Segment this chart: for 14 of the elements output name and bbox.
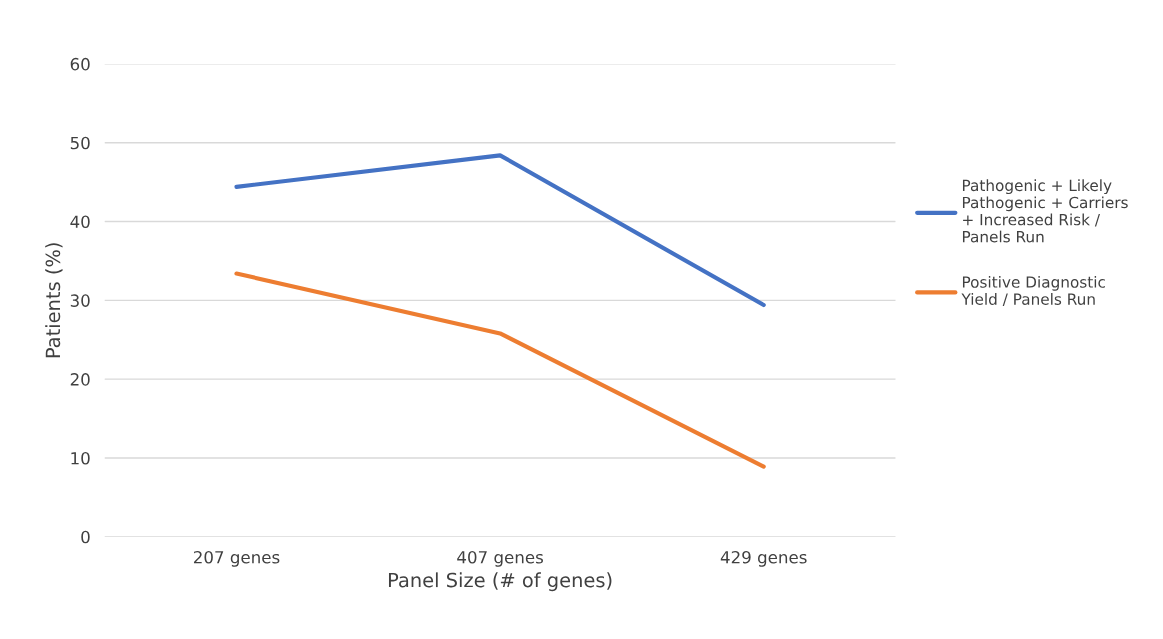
- x-tick-label: 429 genes: [720, 550, 807, 567]
- y-tick-label: 20: [70, 373, 90, 386]
- y-tick-label: 40: [70, 215, 90, 229]
- y-tick-label: 60: [70, 57, 90, 71]
- y-tick-label: 10: [71, 451, 90, 465]
- legend-label: Positive Diagnostic Yield / Panels Run: [961, 275, 1105, 307]
- y-axis-title: Patients (%): [45, 243, 63, 358]
- x-axis-title: Panel Size (# of genes): [388, 572, 612, 592]
- x-tick-label: 207 genes: [193, 550, 280, 567]
- y-tick-label: 50: [70, 136, 90, 150]
- y-tick-label: 30: [70, 294, 90, 307]
- x-tick-label: 407 genes: [457, 550, 543, 567]
- legend-label: Pathogenic + Likely Pathogenic + Carriers + Increased Risk / Panels Run: [962, 179, 1128, 243]
- y-tick-label: 0: [81, 530, 90, 544]
